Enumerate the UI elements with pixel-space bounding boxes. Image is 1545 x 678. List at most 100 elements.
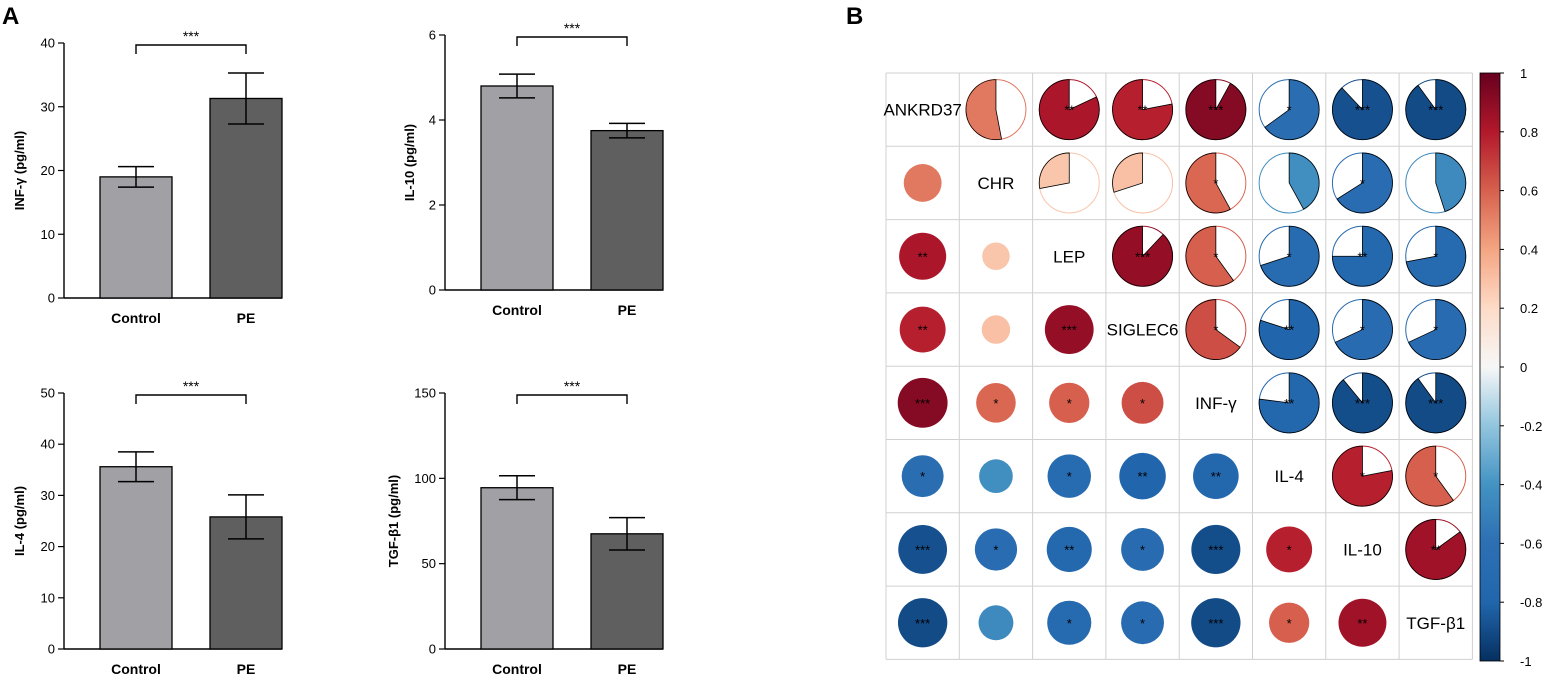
significance-stars: * — [1360, 469, 1365, 484]
corr-pie-slice — [1405, 372, 1467, 434]
colorbar-tick-label: -1 — [1520, 654, 1532, 669]
corr-pie-slice — [1258, 372, 1320, 434]
significance-stars: * — [1360, 323, 1365, 338]
corr-pie-slice — [1405, 79, 1467, 141]
corr-pie-slice — [1258, 299, 1320, 360]
corr-circle — [1266, 526, 1313, 573]
corr-circle — [1121, 601, 1164, 645]
corr-circle — [1191, 524, 1241, 574]
y-tick-label: 2 — [429, 198, 436, 213]
variable-label: ANKRD37 — [883, 101, 961, 120]
colorbar — [1479, 72, 1501, 662]
corr-circle — [1193, 453, 1239, 499]
panel-label-a: A — [2, 3, 19, 30]
bar-chart-ifng: 0 10 20 30 40 INF-γ (pg/ml) Control PE *** — [12, 28, 283, 326]
significance-label: *** — [564, 20, 581, 36]
significance-stars: * — [1140, 396, 1145, 411]
corr-circle — [1049, 382, 1090, 423]
bar-control — [99, 466, 173, 650]
corr-pie-slice — [1185, 79, 1247, 141]
corr-pie-slice — [1435, 152, 1467, 212]
x-category-label: PE — [618, 302, 637, 318]
corr-pie-slice — [965, 79, 1003, 141]
x-category-label: Control — [111, 661, 161, 677]
corr-circle — [978, 605, 1014, 641]
corr-circle — [976, 383, 1016, 423]
corr-pie-slice — [1405, 225, 1467, 287]
significance-stars: ** — [1357, 249, 1367, 264]
variable-label: LEP — [1053, 247, 1085, 266]
significance-stars: *** — [1355, 103, 1370, 118]
significance-stars: * — [1140, 542, 1145, 557]
x-category-label: Control — [492, 661, 542, 677]
corr-pie-slice — [1038, 152, 1070, 190]
corr-circle — [1338, 598, 1387, 647]
y-tick-label: 40 — [41, 36, 55, 51]
corr-pie-slice — [1112, 79, 1173, 141]
significance-stars: *** — [915, 616, 930, 631]
corr-circle — [982, 242, 1010, 271]
corr-pie-slice — [1038, 79, 1100, 141]
significance-stars: ** — [1137, 103, 1147, 118]
y-tick-label: 0 — [48, 291, 55, 306]
significance-stars: *** — [1208, 542, 1223, 557]
corr-circle — [1047, 600, 1092, 645]
significance-stars: *** — [915, 542, 930, 557]
y-axis-label: IL-4 (pg/ml) — [12, 486, 27, 556]
significance-label: *** — [183, 28, 200, 44]
significance-stars: ** — [918, 323, 928, 338]
corr-circle — [981, 315, 1011, 344]
variable-label: TGF-β1 — [1406, 614, 1465, 633]
significance-stars: *** — [1428, 396, 1443, 411]
corr-circle — [899, 306, 946, 353]
correlation-matrix: ANKRD37 ** ** *** * *** ***CHR * *** LEP *** * * ** **… — [883, 66, 1542, 669]
significance-stars: * — [993, 396, 998, 411]
corr-circle — [1121, 381, 1164, 424]
y-tick-label: 50 — [422, 556, 436, 571]
y-tick-label: 4 — [429, 113, 436, 128]
bar-control — [480, 85, 554, 291]
significance-stars: ** — [1431, 542, 1441, 557]
corr-pie-slice — [1332, 225, 1393, 287]
y-tick-label: 100 — [414, 471, 436, 486]
significance-stars: * — [1287, 103, 1292, 118]
colorbar-tick-label: 1 — [1520, 66, 1527, 81]
corr-pie-slice — [1264, 79, 1320, 141]
y-tick-label: 30 — [41, 488, 55, 503]
corr-pie-slice — [1336, 152, 1393, 214]
significance-stars: * — [1213, 176, 1218, 191]
significance-stars: * — [1213, 249, 1218, 264]
corr-pie-slice — [1288, 152, 1320, 210]
corr-circle — [1046, 526, 1092, 572]
corr-pie-slice — [1185, 225, 1235, 287]
corr-pie-slice — [1334, 299, 1393, 360]
corr-circle — [1191, 598, 1241, 648]
bar-chart-tgfb1: 0 50 100 150 TGF-β1 (pg/ml) Control PE *** — [386, 378, 664, 677]
corr-pie-slice — [1332, 79, 1393, 141]
x-category-label: Control — [111, 310, 161, 326]
y-tick-label: 20 — [41, 539, 55, 554]
significance-stars: *** — [915, 396, 930, 411]
corr-circle — [1121, 528, 1164, 571]
bar-pe — [590, 129, 664, 291]
significance-stars: * — [1213, 323, 1218, 338]
significance-stars: * — [1067, 616, 1072, 631]
significance-stars: ** — [1284, 323, 1294, 338]
significance-stars: *** — [1355, 396, 1370, 411]
colorbar-tick-label: -0.8 — [1520, 595, 1542, 610]
significance-stars: * — [993, 542, 998, 557]
bar-pe — [209, 97, 283, 299]
significance-bracket — [135, 44, 247, 54]
bar-control — [480, 487, 554, 650]
significance-stars: ** — [1137, 469, 1147, 484]
significance-stars: * — [1287, 249, 1292, 264]
y-tick-label: 0 — [48, 642, 55, 657]
y-tick-label: 6 — [429, 28, 436, 43]
significance-stars: * — [1287, 616, 1292, 631]
significance-stars: *** — [1208, 103, 1223, 118]
colorbar-tick-label: 0.6 — [1520, 184, 1538, 199]
corr-pie-slice — [1185, 299, 1241, 360]
corr-circle — [1269, 602, 1310, 643]
significance-bracket — [516, 394, 628, 404]
corr-circle — [899, 232, 947, 280]
